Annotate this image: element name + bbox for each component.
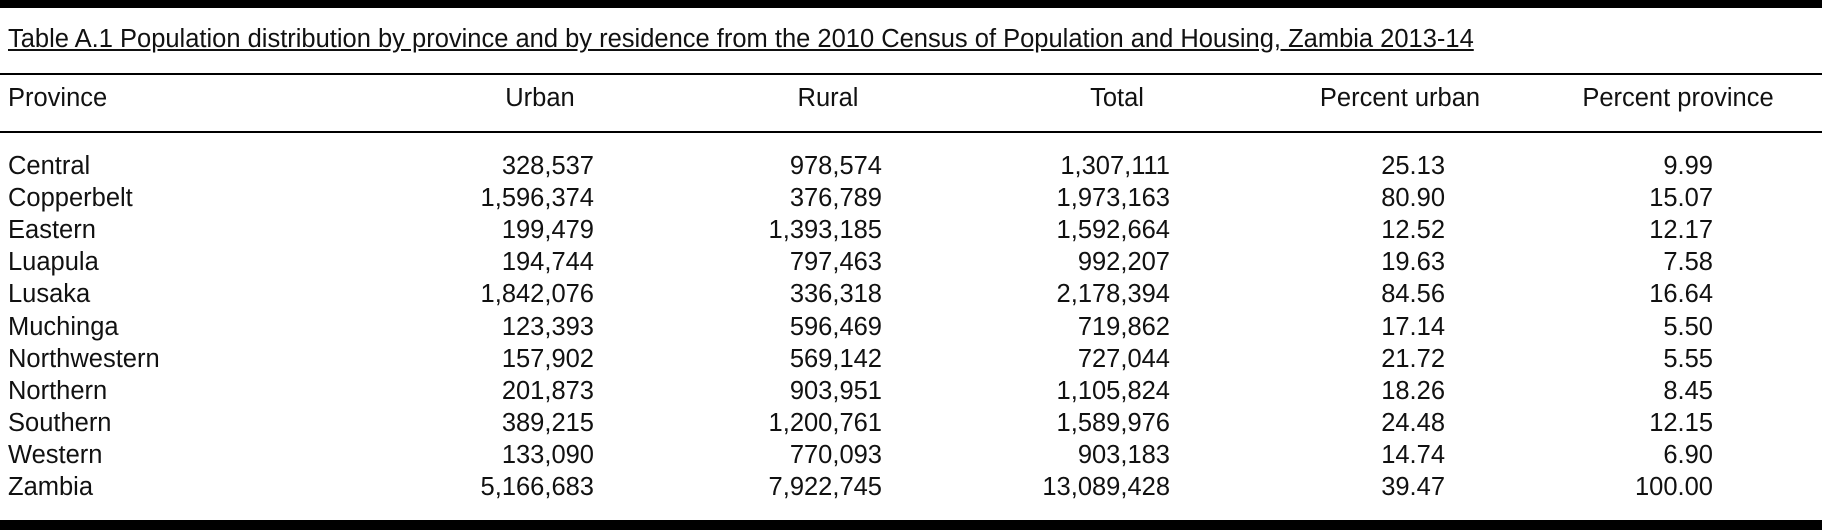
urban-value: 389,215 <box>501 408 594 437</box>
province-name: Luapula <box>8 248 99 277</box>
province-name: Southern <box>8 408 112 437</box>
rural-value: 336,318 <box>789 280 882 309</box>
rural-value: 1,393,185 <box>768 216 882 245</box>
rural-value: 596,469 <box>789 312 882 341</box>
urban-value: 194,744 <box>501 248 594 277</box>
percent-province-value: 12.17 <box>1649 216 1713 245</box>
table-title: Table A.1 Population distribution by pro… <box>8 25 1474 53</box>
rural-value: 903,951 <box>789 376 882 405</box>
percent-urban-value: 17.14 <box>1381 312 1445 341</box>
urban-value: 199,479 <box>501 216 594 245</box>
province-name: Zambia <box>8 473 94 501</box>
total-value: 727,044 <box>1077 344 1170 373</box>
total-value: 1,105,824 <box>1056 376 1170 405</box>
header-percent-province: Percent province <box>1582 84 1774 112</box>
province-name: Eastern <box>8 216 96 245</box>
percent-urban-value: 14.74 <box>1381 440 1445 469</box>
province-name: Western <box>8 440 103 469</box>
rural-value: 376,789 <box>789 184 882 213</box>
rural-value: 797,463 <box>789 248 882 277</box>
rural-value: 1,200,761 <box>768 408 882 437</box>
percent-province-value: 100.00 <box>1635 473 1713 501</box>
total-value: 1,973,163 <box>1056 184 1170 213</box>
percent-urban-value: 25.13 <box>1381 152 1445 180</box>
province-name: Central <box>8 152 91 180</box>
total-value: 1,307,111 <box>1060 152 1170 180</box>
top-thick-rule <box>0 0 1822 8</box>
header-percent-urban: Percent urban <box>1319 84 1481 112</box>
percent-province-value: 15.07 <box>1649 184 1713 213</box>
province-name: Copperbelt <box>8 184 133 213</box>
header-bottom-rule <box>0 131 1822 133</box>
percent-urban-value: 39.47 <box>1381 473 1445 501</box>
urban-value: 328,537 <box>501 152 594 180</box>
urban-value: 1,842,076 <box>480 280 594 309</box>
percent-province-value: 7.58 <box>1663 248 1713 277</box>
bottom-thick-rule <box>0 520 1822 530</box>
total-value: 2,178,394 <box>1056 280 1170 309</box>
percent-province-value: 12.15 <box>1649 408 1713 437</box>
percent-province-value: 5.55 <box>1663 344 1713 373</box>
percent-province-value: 9.99 <box>1663 152 1713 180</box>
percent-province-value: 6.90 <box>1663 440 1713 469</box>
urban-value: 157,902 <box>501 344 594 373</box>
rural-value: 569,142 <box>789 344 882 373</box>
header-province: Province <box>8 84 108 112</box>
rural-value: 7,922,745 <box>768 473 882 501</box>
urban-value: 133,090 <box>501 440 594 469</box>
province-name: Northern <box>8 376 108 405</box>
total-value: 719,862 <box>1077 312 1170 341</box>
percent-province-value: 5.50 <box>1663 312 1713 341</box>
percent-province-value: 16.64 <box>1649 280 1713 309</box>
percent-province-value: 8.45 <box>1663 376 1713 405</box>
province-name: Muchinga <box>8 312 119 341</box>
percent-urban-value: 18.26 <box>1381 376 1445 405</box>
urban-value: 5,166,683 <box>480 473 594 501</box>
province-name: Lusaka <box>8 280 91 309</box>
province-name: Northwestern <box>8 344 160 373</box>
header-rural: Rural <box>797 84 859 112</box>
total-value: 903,183 <box>1077 440 1170 469</box>
total-value: 13,089,428 <box>1042 473 1170 501</box>
header-total: Total <box>1090 84 1144 112</box>
urban-value: 123,393 <box>501 312 594 341</box>
percent-urban-value: 12.52 <box>1381 216 1445 245</box>
rural-value: 770,093 <box>789 440 882 469</box>
percent-urban-value: 80.90 <box>1381 184 1445 213</box>
percent-urban-value: 84.56 <box>1381 280 1445 309</box>
header-urban: Urban <box>505 84 575 112</box>
percent-urban-value: 24.48 <box>1381 408 1445 437</box>
urban-value: 201,873 <box>501 376 594 405</box>
header-top-rule <box>0 73 1822 75</box>
rural-value: 978,574 <box>789 152 882 180</box>
total-value: 1,589,976 <box>1056 408 1170 437</box>
percent-urban-value: 21.72 <box>1381 344 1445 373</box>
total-value: 992,207 <box>1077 248 1170 277</box>
total-value: 1,592,664 <box>1056 216 1170 245</box>
urban-value: 1,596,374 <box>480 184 594 213</box>
percent-urban-value: 19.63 <box>1381 248 1445 277</box>
